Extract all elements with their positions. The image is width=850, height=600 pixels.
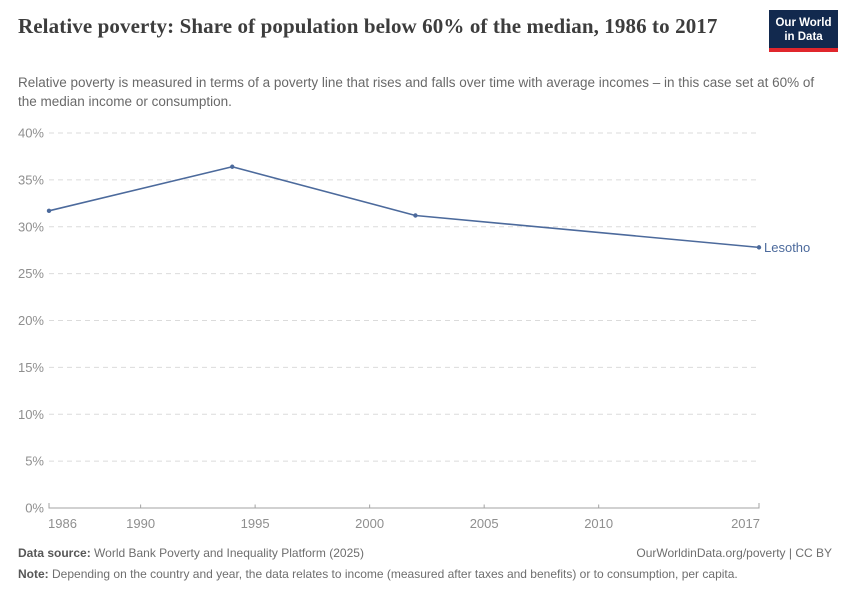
- chart-footer: Data source: World Bank Poverty and Ineq…: [18, 546, 832, 582]
- x-axis-tick-label: 1995: [241, 516, 270, 531]
- owid-logo: Our World in Data: [769, 10, 838, 52]
- data-point-marker: [230, 164, 235, 169]
- y-axis-tick-label: 20%: [18, 313, 44, 328]
- data-source-text: World Bank Poverty and Inequality Platfo…: [90, 546, 364, 560]
- page-title: Relative poverty: Share of population be…: [18, 14, 718, 38]
- attribution: OurWorldinData.org/poverty | CC BY: [636, 546, 832, 560]
- data-source-label: Data source:: [18, 546, 91, 560]
- y-axis-tick-label: 35%: [18, 172, 44, 187]
- x-axis-tick-label: 1990: [126, 516, 155, 531]
- x-axis-tick-label: 2017: [731, 516, 760, 531]
- y-axis-tick-label: 15%: [18, 360, 44, 375]
- logo-line2: in Data: [784, 31, 823, 43]
- x-axis-tick-label: 1986: [48, 516, 77, 531]
- x-axis-tick-label: 2005: [470, 516, 499, 531]
- x-axis-tick-label: 2010: [584, 516, 613, 531]
- y-axis-tick-label: 25%: [18, 266, 44, 281]
- chart-subtitle: Relative poverty is measured in terms of…: [18, 75, 815, 109]
- data-point-marker: [413, 213, 418, 218]
- data-source: Data source: World Bank Poverty and Ineq…: [18, 546, 364, 561]
- y-axis-tick-label: 30%: [18, 219, 44, 234]
- y-axis-tick-label: 5%: [25, 454, 44, 469]
- data-point-marker: [46, 208, 52, 214]
- logo-line1: Our World: [775, 17, 832, 29]
- y-axis-tick-label: 10%: [18, 407, 44, 422]
- x-axis-tick-label: 2000: [355, 516, 384, 531]
- note: Note: Depending on the country and year,…: [18, 567, 832, 582]
- y-axis-tick-label: 40%: [18, 126, 44, 141]
- series-line: [48, 165, 760, 249]
- data-point-marker: [756, 245, 762, 250]
- y-axis-tick-label: 0%: [25, 501, 44, 516]
- entity-label: Lesotho: [764, 240, 810, 255]
- note-label: Note:: [18, 567, 49, 581]
- note-text: Depending on the country and year, the d…: [48, 567, 738, 581]
